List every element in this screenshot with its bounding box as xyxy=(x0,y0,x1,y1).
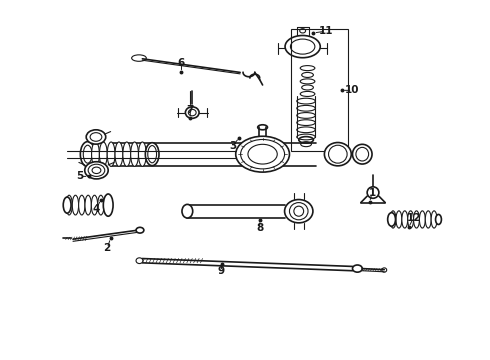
Ellipse shape xyxy=(91,195,98,215)
Ellipse shape xyxy=(390,211,396,228)
Ellipse shape xyxy=(73,195,78,215)
Ellipse shape xyxy=(402,211,408,228)
Text: 4: 4 xyxy=(93,204,100,214)
Ellipse shape xyxy=(414,211,419,228)
Ellipse shape xyxy=(425,211,431,228)
Ellipse shape xyxy=(324,143,351,166)
Ellipse shape xyxy=(78,195,85,215)
Ellipse shape xyxy=(115,142,123,166)
Ellipse shape xyxy=(66,195,73,215)
Text: 9: 9 xyxy=(218,266,225,276)
Bar xyxy=(292,30,347,151)
Ellipse shape xyxy=(136,227,144,233)
Ellipse shape xyxy=(352,265,362,272)
Ellipse shape xyxy=(352,144,372,164)
Ellipse shape xyxy=(86,130,106,144)
Ellipse shape xyxy=(85,162,108,179)
Ellipse shape xyxy=(98,195,104,215)
Ellipse shape xyxy=(431,211,437,228)
Ellipse shape xyxy=(408,211,414,228)
Ellipse shape xyxy=(92,142,99,166)
Ellipse shape xyxy=(123,142,131,166)
Ellipse shape xyxy=(388,213,395,226)
Text: 10: 10 xyxy=(345,85,360,95)
Text: 3: 3 xyxy=(229,141,236,151)
Text: 5: 5 xyxy=(76,171,83,181)
Ellipse shape xyxy=(182,204,193,218)
Ellipse shape xyxy=(436,215,441,225)
Text: 1: 1 xyxy=(368,188,376,198)
Ellipse shape xyxy=(103,194,113,216)
Ellipse shape xyxy=(419,211,425,228)
Ellipse shape xyxy=(63,197,71,213)
Ellipse shape xyxy=(139,142,147,166)
Text: 11: 11 xyxy=(318,26,333,36)
Text: 2: 2 xyxy=(103,243,111,253)
Text: 8: 8 xyxy=(256,224,263,233)
Ellipse shape xyxy=(80,141,95,167)
Text: 7: 7 xyxy=(187,105,194,115)
Text: 12: 12 xyxy=(406,213,421,222)
Ellipse shape xyxy=(367,187,379,198)
Ellipse shape xyxy=(185,107,199,118)
Ellipse shape xyxy=(104,195,110,215)
Ellipse shape xyxy=(85,195,91,215)
Ellipse shape xyxy=(136,258,143,264)
Ellipse shape xyxy=(285,199,313,223)
Ellipse shape xyxy=(99,142,107,166)
Ellipse shape xyxy=(396,211,402,228)
Ellipse shape xyxy=(131,142,139,166)
Ellipse shape xyxy=(236,136,290,172)
Ellipse shape xyxy=(146,143,159,166)
Ellipse shape xyxy=(107,142,115,166)
Text: 6: 6 xyxy=(178,58,185,68)
